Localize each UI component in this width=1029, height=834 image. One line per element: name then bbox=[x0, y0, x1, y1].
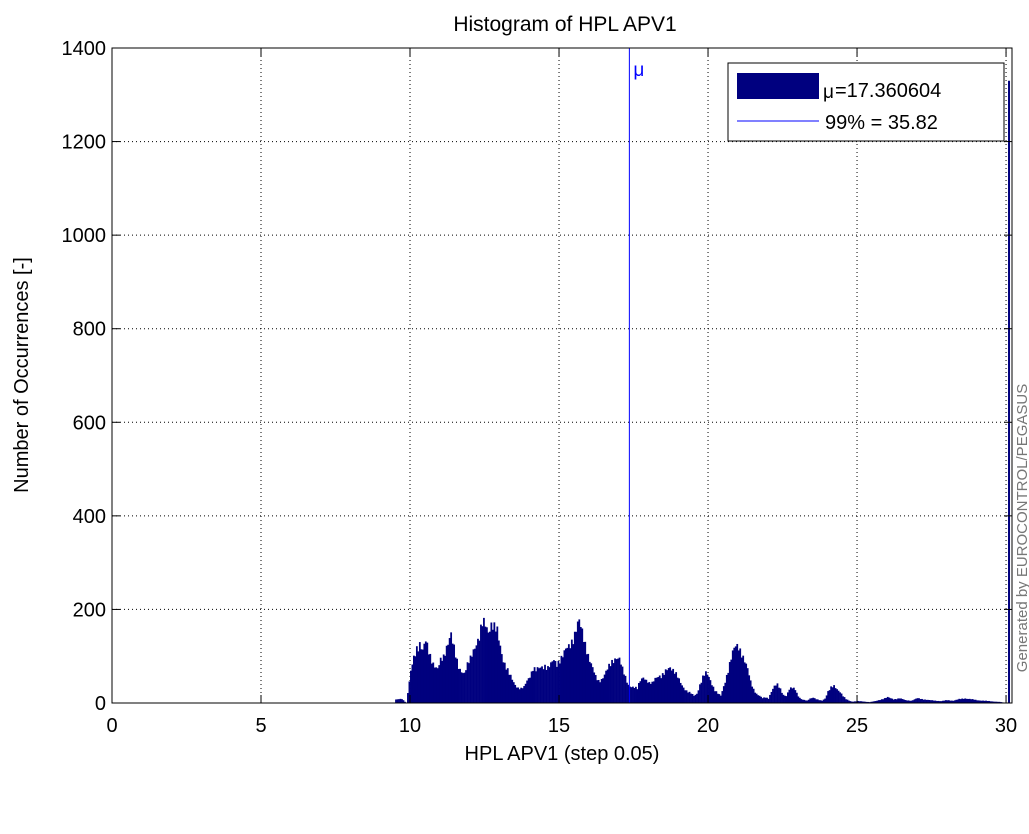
y-tick-label: 1000 bbox=[62, 225, 107, 247]
legend: μ =17.360604 99% = 35.82 bbox=[728, 63, 1004, 141]
x-tick-label: 25 bbox=[846, 715, 868, 737]
legend-bar-swatch bbox=[737, 73, 819, 99]
y-tick-label: 800 bbox=[73, 319, 106, 341]
x-tick-label: 15 bbox=[548, 715, 570, 737]
y-tick-label: 200 bbox=[73, 599, 106, 621]
legend-mu-symbol: μ bbox=[823, 82, 834, 103]
legend-mean-label: =17.360604 bbox=[835, 80, 941, 102]
x-tick-label: 10 bbox=[399, 715, 421, 737]
watermark-text: Generated by EUROCONTROL/PEGASUS bbox=[1014, 384, 1029, 672]
x-tick-labels: 0 5 10 15 20 25 30 bbox=[106, 715, 1017, 737]
x-axis-label: HPL APV1 (step 0.05) bbox=[465, 743, 660, 765]
y-axis-label: Number of Occurrences [-] bbox=[11, 257, 33, 493]
x-tick-label: 20 bbox=[697, 715, 719, 737]
x-tick-label: 5 bbox=[255, 715, 266, 737]
y-tick-label: 600 bbox=[73, 412, 106, 434]
y-tick-label: 400 bbox=[73, 506, 106, 528]
y-tick-labels: 0 200 400 600 800 1000 1200 1400 bbox=[62, 38, 107, 715]
legend-percentile-label: 99% = 35.82 bbox=[825, 112, 938, 134]
x-tick-label: 30 bbox=[995, 715, 1017, 737]
mean-marker-label: μ bbox=[633, 60, 644, 81]
y-tick-label: 0 bbox=[95, 693, 106, 715]
y-tick-label: 1200 bbox=[62, 132, 107, 154]
y-tick-label: 1400 bbox=[62, 38, 107, 60]
chart-title: Histogram of HPL APV1 bbox=[453, 13, 676, 36]
x-tick-label: 0 bbox=[106, 715, 117, 737]
plot-area bbox=[112, 48, 1012, 703]
